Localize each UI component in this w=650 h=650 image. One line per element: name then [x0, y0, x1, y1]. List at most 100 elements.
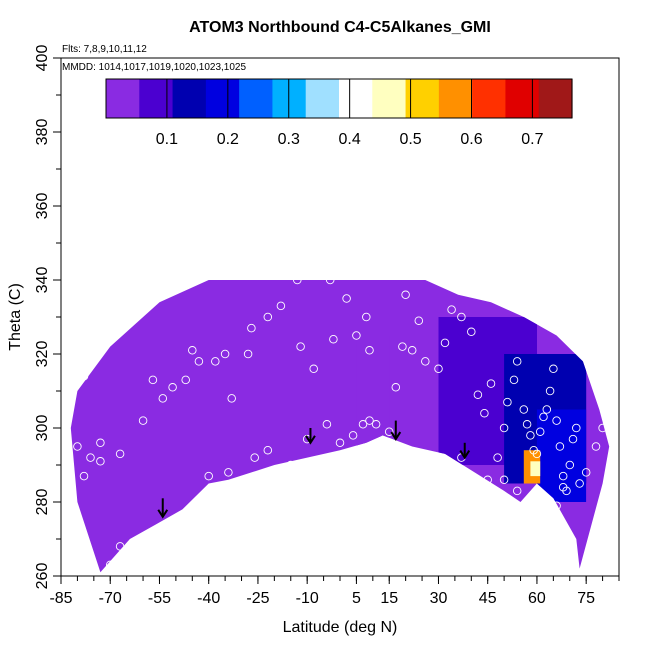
observation-point: [421, 357, 430, 366]
observation-point: [434, 364, 443, 374]
observation-point: [499, 475, 509, 485]
x-tick-label: -55: [148, 590, 171, 607]
observation-point: [512, 357, 522, 366]
dates-label: MMDD: 1014,1017,1019,1020,1023,1025: [62, 62, 246, 73]
flights-label: Flts: 7,8,9,10,11,12: [62, 44, 147, 55]
colorbar-tick-label: 0.7: [521, 131, 543, 148]
colorbar-swatch: [339, 79, 373, 118]
observation-point: [421, 264, 430, 274]
y-tick-label: 280: [34, 489, 51, 516]
observation-point: [572, 423, 581, 433]
observation-point: [316, 253, 325, 263]
observation-point: [545, 386, 555, 396]
observation-point: [483, 475, 492, 485]
colorbar-swatch: [139, 79, 174, 118]
observation-point: [519, 405, 529, 414]
observation-point: [115, 542, 125, 551]
colorbar-tick-label: 0.3: [278, 131, 300, 148]
observation-point: [526, 431, 535, 440]
observation-point: [457, 312, 466, 322]
y-tick-label: 380: [34, 119, 51, 146]
y-tick-label: 300: [34, 415, 51, 442]
observation-point: [480, 408, 489, 418]
colorbar-swatch: [172, 79, 207, 118]
down-arrow: [157, 498, 169, 519]
y-tick-label: 360: [34, 193, 51, 220]
observation-point: [220, 349, 230, 359]
colorbar-swatch: [205, 79, 240, 118]
chart-title: ATOM3 Northbound C4-C5Alkanes_GMI: [189, 19, 491, 36]
y-tick-label: 400: [34, 45, 51, 72]
observation-point: [194, 357, 204, 366]
x-axis: -85 -70 -55 -40 -25 -10 5 15 30 45 60 75: [49, 576, 620, 607]
observation-point: [365, 416, 374, 425]
down-arrow: [305, 428, 316, 445]
observation-point: [243, 349, 253, 359]
observation-point: [558, 471, 568, 481]
colorbar-frame: [105, 78, 573, 119]
colorbar: 0.1 0.2 0.3 0.4 0.5 0.6 0.7: [105, 78, 573, 148]
observation-point: [115, 449, 125, 459]
observation-point: [168, 383, 177, 392]
observation-point: [148, 375, 158, 385]
observation-point: [329, 334, 338, 344]
observation-point: [512, 486, 522, 496]
x-tick-label: 5: [352, 590, 361, 607]
observation-point: [539, 412, 548, 422]
observation-point: [293, 275, 302, 285]
observation-point: [440, 338, 450, 348]
observation-point: [542, 405, 552, 414]
observation-point: [105, 560, 115, 570]
colorbar-swatch: [472, 79, 507, 118]
field-layer: [70, 280, 610, 573]
observation-point: [555, 442, 565, 451]
observation-point: [414, 316, 424, 325]
x-tick-label: -25: [246, 590, 269, 607]
y-tick-label: 320: [34, 341, 51, 368]
colorbar-tick-label: 0.6: [460, 131, 482, 148]
field-cell: [536, 409, 587, 502]
colorbar-swatch: [505, 79, 540, 118]
observation-point: [558, 482, 568, 492]
colorbar-tick-label: 0.2: [217, 131, 239, 148]
y-axis: 260 280 300 320 340 360 380 400: [34, 45, 61, 590]
observation-point: [96, 438, 105, 448]
x-tick-label: 30: [430, 590, 448, 607]
observation-point: [309, 364, 318, 374]
observation-point: [398, 342, 407, 351]
observation-point: [493, 453, 502, 462]
y-tick-label: 340: [34, 267, 51, 294]
y-tick-label: 260: [34, 563, 51, 590]
observation-point: [503, 397, 512, 407]
observation-point: [188, 346, 197, 355]
observation-point: [565, 460, 575, 470]
observation-point: [375, 438, 384, 448]
observation-point: [473, 390, 483, 399]
observation-point: [276, 301, 286, 311]
observation-point: [204, 471, 213, 481]
observation-point: [181, 375, 190, 385]
observation-point: [473, 272, 483, 281]
arrows-layer: [157, 420, 471, 519]
observation-point: [73, 442, 82, 451]
observation-point: [532, 449, 542, 459]
observation-point: [322, 420, 332, 429]
observation-point: [401, 290, 410, 300]
observation-point: [296, 342, 305, 351]
observation-point: [79, 371, 89, 381]
observation-point: [522, 420, 532, 429]
colorbar-swatch: [405, 79, 440, 118]
observation-point: [591, 442, 601, 451]
observation-point: [509, 375, 519, 385]
points-layer: [73, 253, 607, 570]
x-tick-label: -10: [296, 590, 319, 607]
x-tick-label: 60: [528, 590, 546, 607]
x-tick-label: -85: [49, 590, 72, 607]
observation-point: [352, 331, 361, 340]
observation-point: [568, 434, 578, 444]
observation-point: [371, 420, 381, 429]
observation-point: [467, 327, 476, 337]
observation-point: [391, 383, 401, 392]
observation-point: [407, 346, 417, 355]
